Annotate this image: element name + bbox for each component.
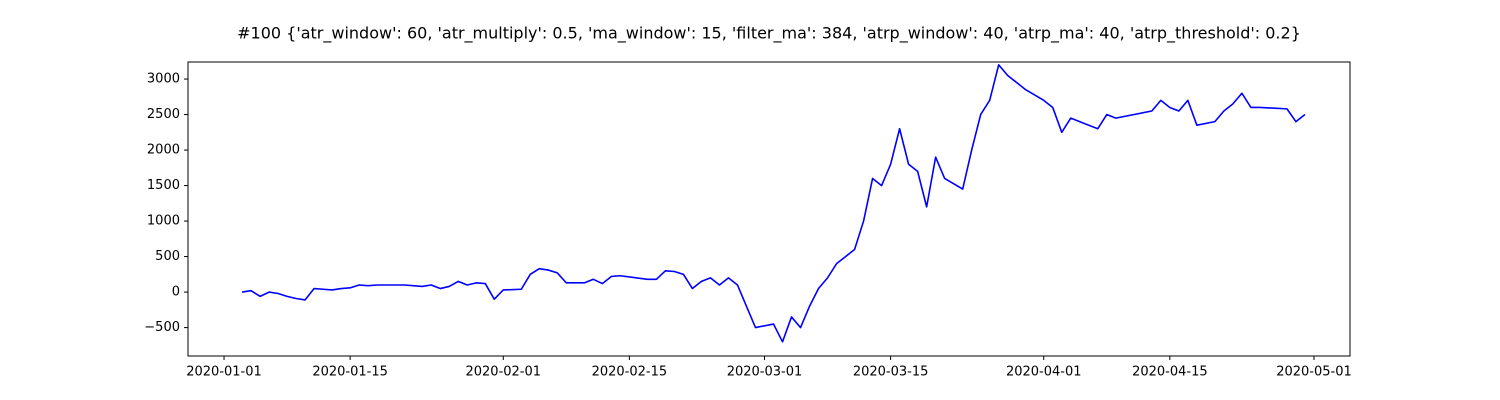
x-tick-label: 2020-02-01 bbox=[465, 365, 541, 380]
x-tick-label: 2020-04-15 bbox=[1132, 365, 1208, 380]
y-tick-label: −500 bbox=[144, 320, 180, 335]
x-tick-label: 2020-01-01 bbox=[186, 365, 262, 380]
x-tick-label: 2020-03-01 bbox=[727, 365, 803, 380]
y-tick-label: 0 bbox=[172, 285, 180, 300]
y-tick-label: 2000 bbox=[147, 143, 180, 158]
data-line bbox=[241, 64, 1306, 343]
x-tick-label: 2020-02-15 bbox=[592, 365, 668, 380]
y-tick-label: 2500 bbox=[147, 107, 180, 122]
plot-frame bbox=[187, 61, 1351, 357]
y-tick-label: 3000 bbox=[147, 72, 180, 87]
y-tick-label: 500 bbox=[155, 249, 180, 264]
y-tick-label: 1000 bbox=[147, 214, 180, 229]
chart-title: #100 {'atr_window': 60, 'atr_multiply': … bbox=[237, 24, 1301, 44]
y-tick-label: 1500 bbox=[147, 178, 180, 193]
x-tick-label: 2020-05-01 bbox=[1276, 365, 1352, 380]
x-tick-label: 2020-04-01 bbox=[1006, 365, 1082, 380]
x-tick-label: 2020-01-15 bbox=[312, 365, 388, 380]
x-tick-label: 2020-03-15 bbox=[853, 365, 929, 380]
